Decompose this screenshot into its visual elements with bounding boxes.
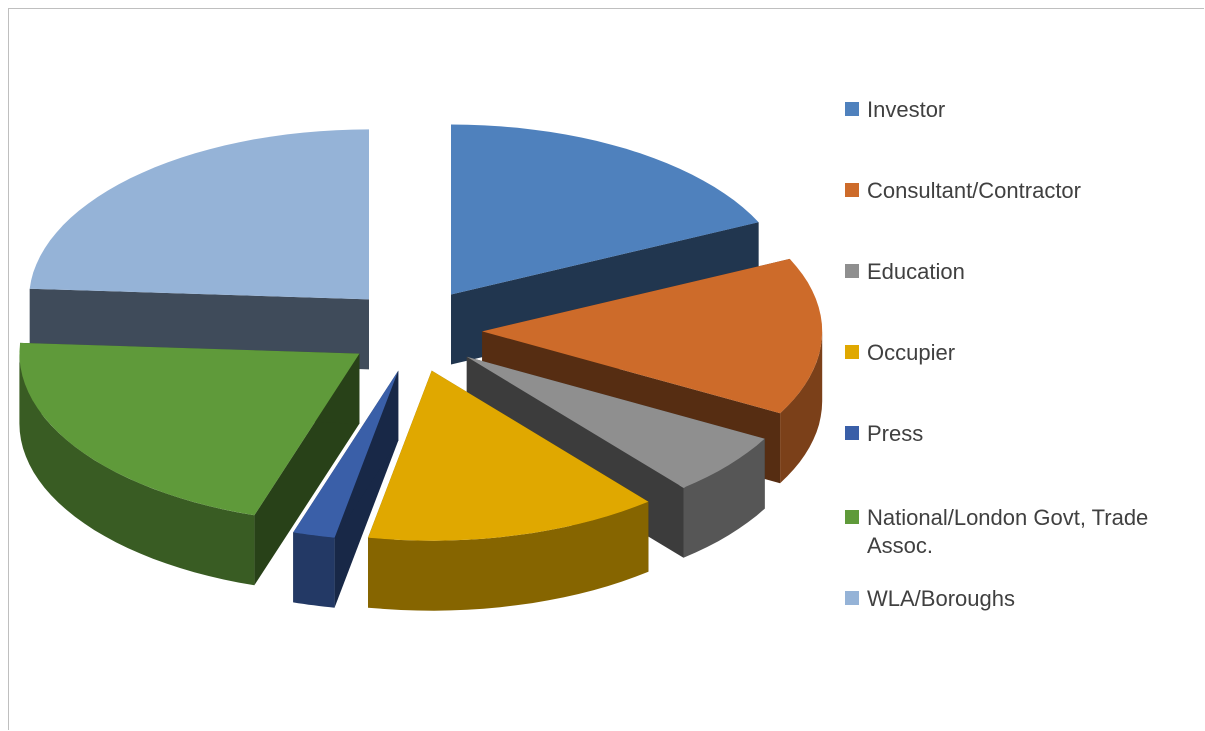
legend-swatch-investor xyxy=(845,102,859,116)
legend-label-wla: WLA/Boroughs xyxy=(867,586,1015,611)
legend-swatch-occupier xyxy=(845,345,859,359)
legend-label-education: Education xyxy=(867,259,965,284)
legend-swatch-govt xyxy=(845,510,859,524)
pie-slice-press xyxy=(293,370,399,608)
legend-label-investor: Investor xyxy=(867,97,946,122)
pie-slice-education-top xyxy=(466,356,765,488)
pie-slice-education-side-0 xyxy=(683,438,765,558)
pie-slice-press-top xyxy=(293,370,399,538)
legend-item-investor: Investor xyxy=(845,96,1187,124)
legend-item-press: Press xyxy=(845,420,1187,448)
pie-slice-consultant-contractor-top xyxy=(482,258,823,414)
pie-slice-national-london-govt-trade-assoc-side-0 xyxy=(19,353,255,586)
legend-swatch-wla xyxy=(845,591,859,605)
pie-slice-occupier-top xyxy=(368,370,649,541)
legend-label-consultant: Consultant/Contractor xyxy=(867,178,1081,203)
legend-item-education: Education xyxy=(845,258,1187,286)
pie-slice-investor-top xyxy=(451,124,759,295)
legend-swatch-press xyxy=(845,426,859,440)
legend-swatch-consultant xyxy=(845,183,859,197)
pie-slice-press-side-0 xyxy=(293,532,335,608)
pie-slice-national-london-govt-trade-assoc xyxy=(19,342,360,586)
legend-swatch-education xyxy=(845,264,859,278)
chart-frame xyxy=(8,8,1204,730)
pie-slice-occupier-side-0 xyxy=(368,501,649,611)
pie-slices xyxy=(19,124,823,611)
legend-item-wla: WLA/Boroughs xyxy=(845,585,1187,613)
legend-item-govt: National/London Govt, Trade Assoc. xyxy=(845,504,1187,560)
legend-label-govt: National/London Govt, Trade Assoc. xyxy=(867,505,1149,558)
pie-slice-wla-boroughs xyxy=(29,129,369,370)
legend-label-press: Press xyxy=(867,421,924,446)
pie-slice-consultant-contractor-side-0 xyxy=(780,331,823,484)
legend-item-consultant: Consultant/Contractor xyxy=(845,177,1187,205)
pie-slice-national-london-govt-trade-assoc-top xyxy=(19,342,360,516)
pie-slice-occupier xyxy=(368,370,649,611)
legend-label-occupier: Occupier xyxy=(867,340,956,365)
pie-slice-wla-boroughs-top xyxy=(29,129,369,300)
legend-item-occupier: Occupier xyxy=(845,339,1187,367)
